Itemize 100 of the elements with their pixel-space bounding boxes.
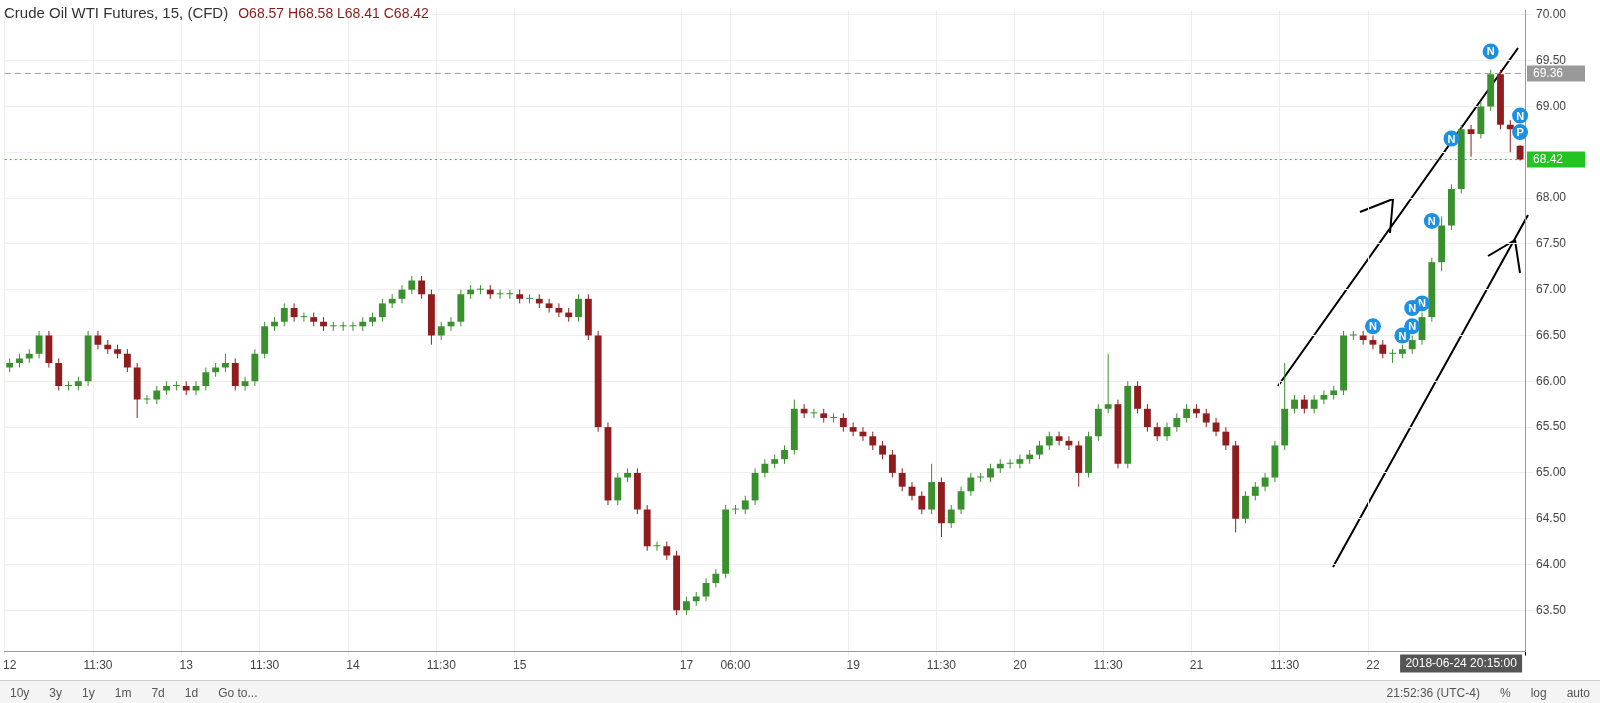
candlestick <box>35 330 43 359</box>
candlestick <box>1134 380 1142 414</box>
candlestick <box>1055 431 1063 446</box>
x-tick-label: 19 <box>846 658 861 673</box>
text: 2018-06-24 20:15:00 <box>1405 655 1518 670</box>
annotation: N <box>1427 214 1436 227</box>
candlestick <box>1467 124 1475 158</box>
y-tick-label: 63.50 <box>1536 602 1567 617</box>
candlestick <box>437 321 445 341</box>
candlestick <box>830 412 837 424</box>
candlestick <box>888 449 896 479</box>
x-tick-label: 17 <box>679 658 694 673</box>
candlestick <box>300 312 308 323</box>
y-tick-label: 65.50 <box>1536 419 1567 434</box>
x-tick-label: 13 <box>179 658 194 673</box>
candlestick <box>879 440 887 460</box>
annotation: N <box>1369 320 1377 333</box>
y-tick-label: 64.00 <box>1536 556 1567 571</box>
candlestick <box>1369 334 1377 350</box>
x-tick-label: 11:30 <box>83 658 113 673</box>
x-tick-label: 11:30 <box>1270 658 1300 673</box>
candlestick <box>800 403 808 419</box>
candlestick <box>202 367 210 391</box>
x-tick-label: 11:30 <box>250 658 280 673</box>
x-tick-label: 20 <box>1013 658 1027 673</box>
annotation: N <box>1408 320 1417 333</box>
candlestick <box>241 376 249 391</box>
candlestick <box>761 458 769 479</box>
candlestick <box>231 357 239 391</box>
candlestick <box>918 490 926 515</box>
candlestick <box>153 385 161 405</box>
chart-title: Crude Oil WTI Futures, 15, (CFD) <box>4 4 229 21</box>
candlestick <box>222 353 229 373</box>
ref-line-label: 68.42 <box>1533 151 1564 166</box>
annotation: N <box>1486 45 1495 58</box>
x-tick-label: 22 <box>1366 658 1380 673</box>
candlestick <box>506 289 514 300</box>
candlestick <box>967 472 975 497</box>
candlestick <box>123 348 131 373</box>
x-tick-label: 11:30 <box>426 658 457 673</box>
x-tick-label: 15 <box>513 658 527 673</box>
candlestick <box>957 486 965 515</box>
candlestick <box>1202 408 1210 428</box>
candlestick <box>1408 334 1416 355</box>
candlestick <box>712 568 720 588</box>
candlestick <box>575 293 582 323</box>
text: 10y <box>9 685 31 700</box>
candlestick <box>1016 454 1024 469</box>
candlestick <box>1222 426 1230 451</box>
chart-subtitle: O68.57 H68.58 L68.41 C68.42 <box>238 4 429 21</box>
y-tick-label: 70.00 <box>1536 7 1567 22</box>
candlestick <box>1320 389 1328 405</box>
candlestick <box>869 431 877 451</box>
text: 1m <box>113 685 133 700</box>
candlestick <box>55 357 63 391</box>
candlestick <box>1036 440 1043 460</box>
annotation: N <box>1398 329 1407 342</box>
candlestick <box>682 596 690 616</box>
annotation: P <box>1516 126 1524 139</box>
text: 21:52:36 (UTC-4) <box>1385 685 1481 700</box>
y-tick-label: 64.50 <box>1536 511 1567 526</box>
candlestick <box>781 444 788 465</box>
candlestick <box>1389 348 1397 364</box>
text: 1d <box>183 685 200 700</box>
candlestick <box>1006 458 1014 469</box>
text: 7d <box>150 685 166 700</box>
x-tick-label: 06:00 <box>720 658 751 673</box>
y-tick-label: 66.00 <box>1536 373 1567 388</box>
candlestick <box>1153 422 1161 442</box>
x-tick-label: 11:30 <box>926 658 957 673</box>
x-tick-label: 11:30 <box>1093 658 1124 673</box>
text: % <box>1498 685 1512 700</box>
text: auto <box>1565 685 1591 700</box>
candlestick <box>94 330 102 350</box>
y-tick-label: 66.50 <box>1536 327 1567 342</box>
candlestick <box>614 472 622 506</box>
candlestick <box>280 302 288 327</box>
y-tick-label: 67.50 <box>1536 236 1567 251</box>
candlestick <box>898 467 906 492</box>
candlestick <box>1173 412 1181 433</box>
x-tick-label: 14 <box>346 658 360 673</box>
y-tick-label: 67.00 <box>1536 281 1567 296</box>
annotation: N <box>1516 109 1525 122</box>
candlestick <box>1143 403 1151 433</box>
annotation: N <box>1418 297 1427 310</box>
x-tick-label: 21 <box>1189 658 1204 673</box>
candlestick <box>1291 394 1298 414</box>
text: 3y <box>48 685 64 700</box>
y-tick-label: 68.00 <box>1536 190 1567 205</box>
candlestick <box>1242 490 1249 524</box>
y-tick-label: 69.50 <box>1536 52 1567 67</box>
annotation: N <box>1447 132 1456 145</box>
text: Go to... <box>217 685 259 700</box>
candlestick <box>418 275 426 300</box>
candlestick <box>339 321 347 332</box>
text: 1y <box>81 685 96 700</box>
candlestick <box>378 298 386 323</box>
candlestick <box>1310 394 1318 414</box>
candlestick <box>839 412 847 433</box>
y-tick-label: 69.00 <box>1536 98 1567 113</box>
